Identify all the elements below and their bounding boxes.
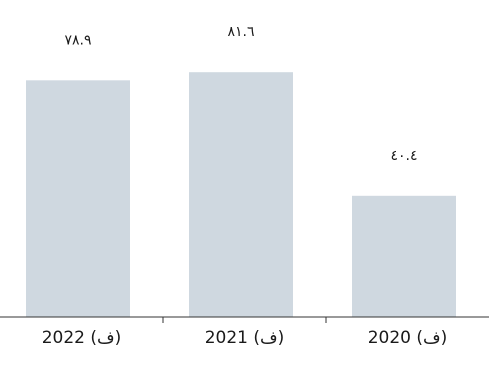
category-label: 2020 (ف): [368, 328, 448, 348]
bars-group: [26, 72, 456, 317]
category-label: 2021 (ف): [205, 328, 285, 348]
bar: [26, 80, 130, 317]
bar-value-label: ٨١.٦: [227, 24, 254, 40]
bar-value-label: ٤٠.٤: [390, 148, 417, 164]
value-labels-group: ٧٨.٩ ٨١.٦ ٤٠.٤: [64, 24, 417, 164]
x-axis-ticks-group: [162, 317, 327, 323]
bar: [189, 72, 293, 317]
bar-value-label: ٧٨.٩: [64, 32, 91, 48]
category-label: 2022 (ف): [42, 328, 122, 348]
bar: [352, 195, 456, 317]
category-labels-group: 2022 (ف) 2021 (ف) 2020 (ف): [42, 328, 448, 348]
